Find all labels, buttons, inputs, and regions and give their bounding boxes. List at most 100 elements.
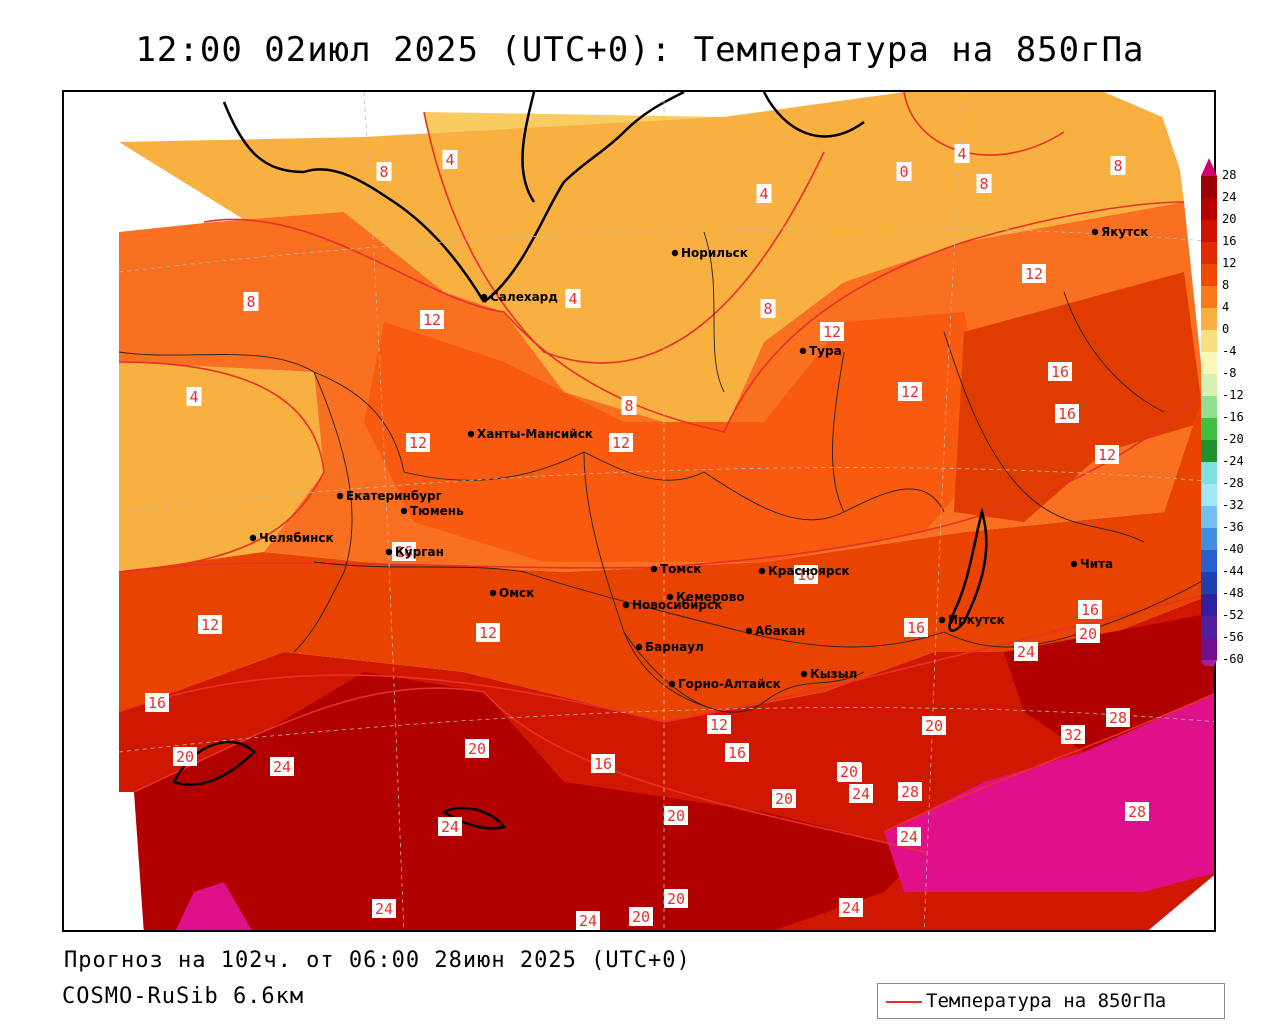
- contour-label: 16: [1055, 404, 1079, 423]
- colorbar-tick-label: -20: [1222, 432, 1244, 446]
- coastline: [762, 92, 865, 138]
- no-data-top: [119, 92, 424, 142]
- city-label: Норильск: [681, 246, 748, 260]
- coastline: [483, 92, 685, 303]
- contour-label-text: 24: [900, 828, 918, 846]
- city-marker: [336, 492, 344, 500]
- contour-label-box: [1022, 264, 1046, 283]
- contour-label-box: [476, 623, 500, 642]
- contour-label-box: [756, 184, 772, 203]
- legend-box: Температура на 850гПа: [877, 983, 1225, 1019]
- contour-label: 32: [1061, 725, 1085, 744]
- contour-label: 28: [898, 782, 922, 801]
- latitude-line: [118, 707, 1214, 753]
- border-line: [293, 371, 353, 653]
- contour-label-text: 4: [568, 290, 577, 308]
- contour-label: 8: [760, 299, 776, 318]
- contour-label-text: 12: [710, 716, 728, 734]
- contour-label: 20: [173, 747, 197, 766]
- shade-14c: [364, 312, 994, 562]
- colorbar-arrow-top: [1201, 158, 1217, 176]
- contour-label-box: [976, 174, 992, 193]
- contour-label-box: [376, 162, 392, 181]
- contour-label-box: [621, 396, 637, 415]
- contour-label: 16: [1078, 600, 1102, 619]
- no-data-right-bottom: [1148, 875, 1214, 930]
- contour-label: 12: [476, 623, 500, 642]
- contour-label-box: [922, 716, 946, 735]
- isotherm-line: [133, 687, 925, 853]
- temperature-shading: [64, 92, 1214, 930]
- city-label: Курган: [395, 545, 444, 559]
- colorbar-arrow-bottom: [1201, 660, 1217, 666]
- contour-label: 24: [270, 757, 294, 776]
- contour-label-text: 12: [409, 434, 427, 452]
- contour-label-text: 20: [1079, 625, 1097, 643]
- contour-label-text: 16: [1081, 601, 1099, 619]
- city-label: Красноярск: [768, 564, 850, 578]
- contour-label-text: 12: [423, 311, 441, 329]
- city-label: Кызыл: [810, 667, 857, 681]
- contour-label: 8: [621, 396, 637, 415]
- city-marker: [400, 507, 408, 515]
- contour-label-box: [392, 542, 416, 561]
- contour-label: 12: [1022, 264, 1046, 283]
- contour-label: 12: [898, 382, 922, 401]
- contour-label: 0: [896, 162, 912, 181]
- contour-label-text: 12: [1025, 265, 1043, 283]
- contour-label-text: 28: [1128, 803, 1146, 821]
- contour-label-box: [576, 911, 600, 930]
- colorbar-segment: [1201, 374, 1217, 396]
- city-label: Тюмень: [410, 504, 464, 518]
- contour-label: 4: [756, 184, 772, 203]
- colorbar-tick-label: -40: [1222, 542, 1244, 556]
- temperature-map[interactable]: 8 4 4 0 4 8 8 4 8 4 12 8 12 8 12 12 16 16 12 12 12 12 16 16 12 16…: [62, 90, 1216, 932]
- colorbar-segment: [1201, 528, 1217, 550]
- colorbar-segment: [1201, 572, 1217, 594]
- colorbar-segment: [1201, 484, 1217, 506]
- colorbar-tick-label: -36: [1222, 520, 1244, 534]
- contour-label-text: 24: [273, 758, 291, 776]
- contour-label-text: 16: [594, 755, 612, 773]
- contour-label-box: [1076, 624, 1100, 643]
- city-label: Абакан: [755, 624, 805, 638]
- contour-label: 12: [1095, 445, 1119, 464]
- contour-label-text: 8: [979, 175, 988, 193]
- contour-label: 20: [664, 806, 688, 825]
- contour-label-text: 20: [632, 908, 650, 926]
- contour-label-text: 16: [797, 566, 815, 584]
- contour-label-text: 8: [246, 293, 255, 311]
- city-marker: [666, 593, 674, 601]
- contour-label: 16: [145, 693, 169, 712]
- contour-label-box: [954, 144, 970, 163]
- contour-label-text: 32: [1064, 726, 1082, 744]
- contour-label: 24: [839, 898, 863, 917]
- contour-label-text: 20: [468, 740, 486, 758]
- contour-label: 20: [772, 789, 796, 808]
- border-line: [623, 631, 865, 713]
- city-layer: Норильск Якутск Салехард Тура Ханты-Мансийск…: [249, 225, 1148, 691]
- city-marker: [650, 565, 658, 573]
- contour-label-text: 4: [957, 145, 966, 163]
- colorbar-segment: [1201, 264, 1217, 286]
- contour-label-text: 16: [1058, 405, 1076, 423]
- city-label: Салехард: [490, 290, 558, 304]
- contour-label-box: [591, 754, 615, 773]
- shade-16c-east: [954, 272, 1204, 522]
- contour-label: 28: [1125, 802, 1149, 821]
- contour-label-box: [772, 789, 796, 808]
- colorbar: [1201, 158, 1217, 666]
- legend-line-swatch: [886, 1001, 922, 1003]
- colorbar-segment: [1201, 176, 1217, 198]
- colorbar-tick-label: -28: [1222, 476, 1244, 490]
- contour-label-text: 24: [375, 900, 393, 918]
- colorbar-segment: [1201, 220, 1217, 242]
- legend-label: Температура на 850гПа: [926, 990, 1167, 1012]
- colorbar-tick-label: -52: [1222, 608, 1244, 622]
- colorbar-segment: [1201, 352, 1217, 374]
- colorbar-tick-label: -12: [1222, 388, 1244, 402]
- colorbar-tick-label: -4: [1222, 344, 1237, 358]
- contour-label-box: [270, 757, 294, 776]
- contour-label-box: [664, 806, 688, 825]
- contour-label-box: [837, 762, 861, 781]
